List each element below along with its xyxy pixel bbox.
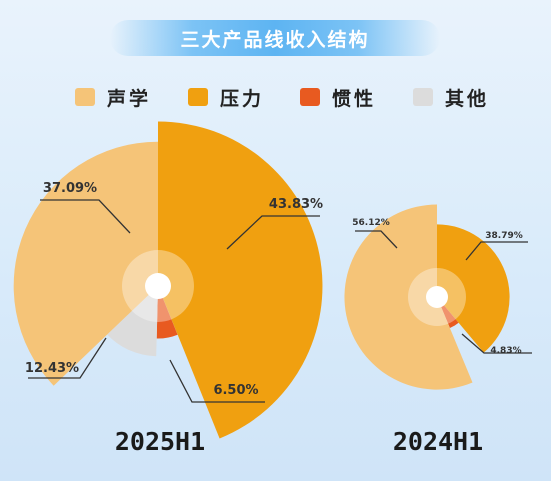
leader-line-inertial-0 — [169, 359, 265, 403]
legend-swatch-other — [413, 88, 433, 106]
data-label-inertial-1: 4.83% — [490, 346, 521, 356]
chart-title-1: 2024H1 — [393, 427, 483, 456]
pie-slice-other-0 — [107, 286, 158, 357]
data-label-pressure-1: 38.79% — [485, 231, 523, 241]
legend-swatch-pressure — [188, 88, 208, 106]
pie-slice-acoustic-1 — [344, 204, 473, 390]
center-hole-1 — [426, 286, 448, 308]
legend-label-other: 其他 — [445, 87, 490, 110]
pie-slice-pressure-0 — [158, 121, 323, 439]
leader-line-acoustic-1 — [355, 230, 398, 249]
chart-title-0: 2025H1 — [115, 427, 205, 456]
legend-label-pressure: 压力 — [220, 87, 265, 110]
data-label-other-0: 12.43% — [25, 361, 79, 376]
legend-item-acoustic: 声学 — [75, 82, 151, 112]
title-banner: 三大产品线收入结构 — [110, 20, 440, 56]
leader-line-pressure-0 — [226, 215, 320, 250]
chart-title: 三大产品线收入结构 — [180, 28, 370, 51]
data-label-acoustic-0: 37.09% — [43, 181, 97, 196]
legend-label-acoustic: 声学 — [107, 87, 152, 110]
legend: 声学 压力 惯性 其他 — [0, 82, 551, 112]
legend-label-inertial: 惯性 — [332, 87, 377, 110]
pie-slice-pressure-1 — [437, 224, 510, 353]
leader-line-inertial-1 — [461, 333, 532, 354]
data-label-pressure-0: 43.83% — [269, 197, 323, 212]
data-label-acoustic-1: 56.12% — [352, 218, 390, 228]
leader-line-acoustic-0 — [40, 199, 131, 234]
legend-swatch-acoustic — [75, 88, 95, 106]
center-hole-0 — [145, 273, 171, 299]
legend-item-pressure: 压力 — [188, 82, 264, 112]
pie-slice-acoustic-0 — [13, 141, 158, 386]
leader-line-pressure-1 — [465, 241, 528, 261]
legend-swatch-inertial — [300, 88, 320, 106]
leader-line-other-0 — [28, 337, 107, 379]
pie-slice-inertial-0 — [156, 286, 178, 339]
data-label-inertial-0: 6.50% — [213, 383, 258, 398]
legend-item-inertial: 惯性 — [300, 82, 376, 112]
legend-item-other: 其他 — [413, 82, 489, 112]
